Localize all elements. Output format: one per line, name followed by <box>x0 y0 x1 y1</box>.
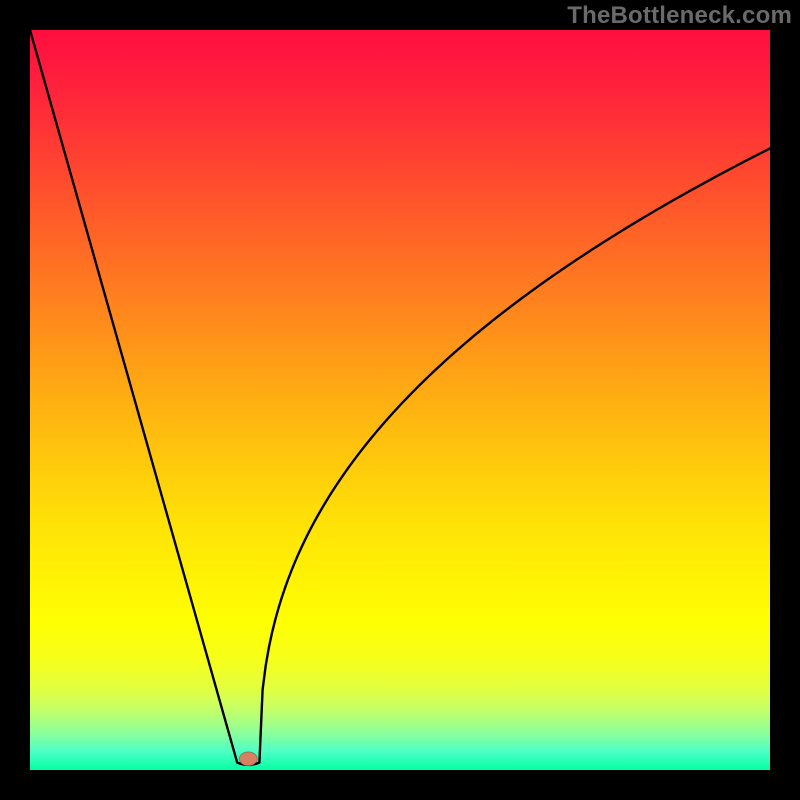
chart-plot-area <box>30 30 770 770</box>
chart-container: TheBottleneck.com <box>0 0 800 800</box>
watermark-label: TheBottleneck.com <box>567 2 792 30</box>
chart-svg <box>30 30 770 770</box>
plot-background <box>30 30 770 770</box>
optimal-point-marker <box>239 752 257 766</box>
